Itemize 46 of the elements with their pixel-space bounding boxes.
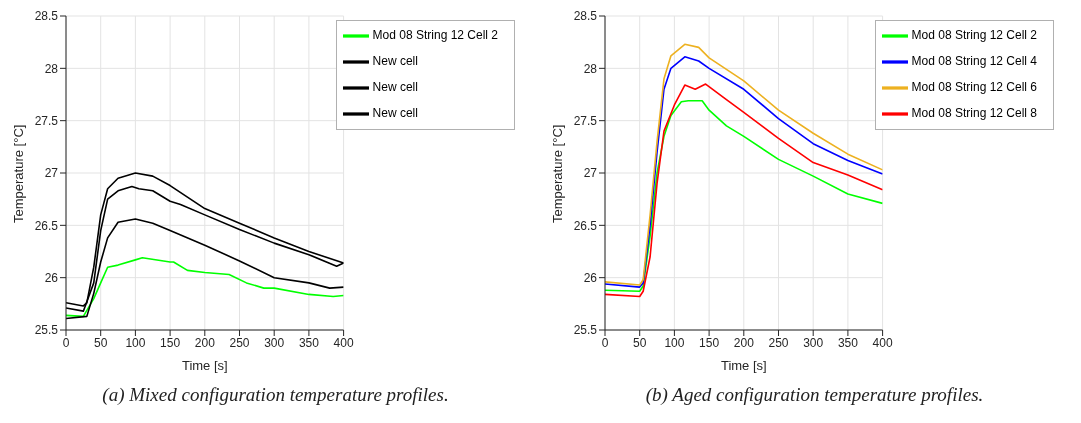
- y-tick-label: 25.5: [34, 323, 59, 338]
- y-tick-label: 25.5: [573, 323, 598, 338]
- legend-label: New cell: [372, 106, 418, 121]
- y-tick-label: 27.5: [573, 113, 598, 128]
- y-tick-label: 28: [44, 61, 59, 76]
- legend-label: New cell: [372, 80, 418, 95]
- x-tick-label: 400: [872, 335, 893, 350]
- y-tick-label: 28: [583, 61, 598, 76]
- legend-label: Mod 08 String 12 Cell 4: [911, 54, 1037, 69]
- x-tick-label: 400: [333, 335, 354, 350]
- x-axis-title: Time [s]: [181, 358, 228, 373]
- x-tick-label: 50: [94, 335, 108, 350]
- x-tick-label: 350: [837, 335, 859, 350]
- y-tick-label: 27.5: [34, 113, 59, 128]
- y-tick-label: 26.5: [573, 218, 598, 233]
- x-tick-label: 300: [264, 335, 285, 350]
- legend-label: Mod 08 String 12 Cell 8: [911, 106, 1037, 121]
- y-axis-title: Temperature [°C]: [10, 124, 26, 223]
- y-axis-title: Temperature [°C]: [549, 124, 565, 223]
- x-tick-label: 300: [803, 335, 824, 350]
- y-tick-label: 28.5: [34, 9, 59, 24]
- x-tick-label: 150: [699, 335, 720, 350]
- x-tick-label: 250: [768, 335, 789, 350]
- x-tick-label: 0: [62, 335, 70, 350]
- x-tick-label: 350: [298, 335, 320, 350]
- text: (a) Mixed configuration temperature profiles.: [101, 384, 450, 406]
- y-tick-label: 27: [44, 166, 59, 181]
- legend-label: Mod 08 String 12 Cell 2: [911, 28, 1037, 43]
- x-tick-label: 100: [664, 335, 685, 350]
- legend-label: Mod 08 String 12 Cell 2: [372, 28, 498, 43]
- x-tick-label: 250: [229, 335, 250, 350]
- y-tick-label: 28.5: [573, 9, 598, 24]
- text: (b) Aged configuration temperature profiles.: [644, 384, 985, 406]
- legend-label: New cell: [372, 54, 418, 69]
- legend-label: Mod 08 String 12 Cell 6: [911, 80, 1037, 95]
- x-tick-label: 200: [733, 335, 755, 350]
- y-tick-label: 26: [583, 270, 598, 285]
- x-tick-label: 150: [160, 335, 181, 350]
- x-tick-label: 100: [125, 335, 146, 350]
- y-tick-label: 27: [583, 166, 598, 181]
- x-axis-title: Time [s]: [720, 358, 767, 373]
- y-tick-label: 26: [44, 270, 59, 285]
- y-tick-label: 26.5: [34, 218, 59, 233]
- x-tick-label: 50: [633, 335, 647, 350]
- x-tick-label: 200: [194, 335, 216, 350]
- x-tick-label: 0: [601, 335, 609, 350]
